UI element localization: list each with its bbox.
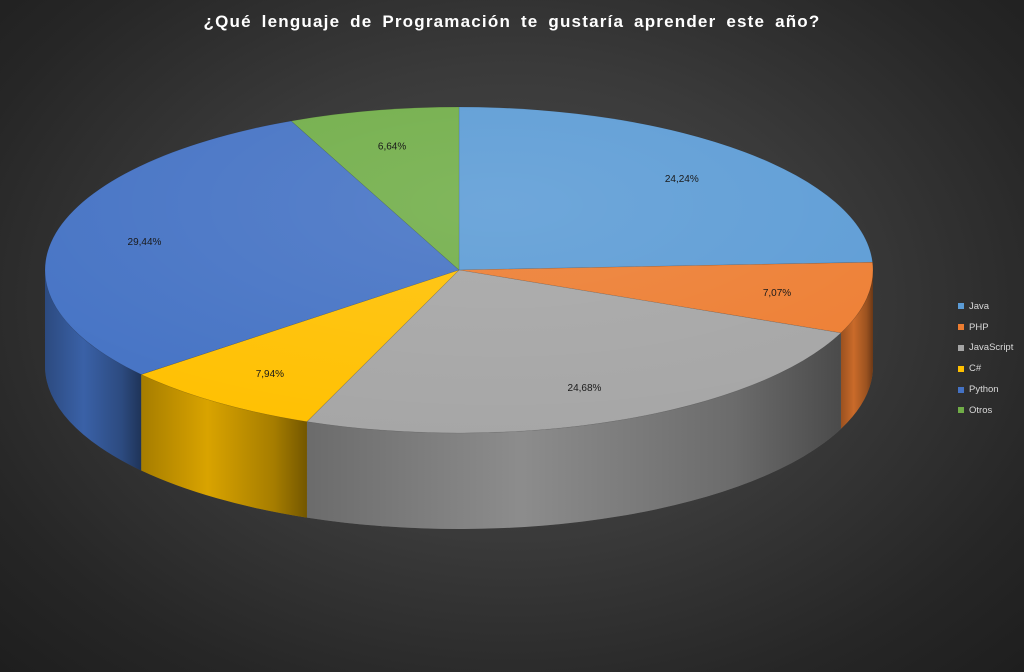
legend-swatch [958,303,964,310]
data-label-c: 7,94% [256,369,284,380]
legend-swatch [958,407,964,414]
slice-java [458,106,873,271]
legend-label: Python [969,384,999,396]
legend-label: PHP [969,321,989,333]
data-label-java: 24,24% [665,174,699,185]
legend-swatch [958,386,964,393]
legend-label: JavaScript [969,342,1014,354]
data-label-php: 7,07% [763,288,791,299]
data-label-otros: 6,64% [378,142,406,153]
legend-item-php: PHP [958,317,1013,338]
legend-label: C# [969,363,982,375]
legend-item-java: Java [958,296,1013,317]
data-label-python: 29,44% [128,237,162,248]
data-label-javascript: 24,68% [568,383,602,394]
legend-item-otros: Otros [958,400,1013,421]
legend-item-javascript: JavaScript [958,338,1013,359]
legend-label: Java [969,300,990,312]
chart-legend: Java PHP JavaScript C# Python Otros [958,296,1013,421]
legend-swatch [958,365,964,372]
legend-swatch [958,324,964,331]
legend-item-python: Python [958,379,1013,400]
legend-item-c: C# [958,358,1013,379]
legend-label: Otros [969,404,993,416]
chart-title: ¿Qué lenguaje de Programación te gustarí… [203,12,821,31]
legend-swatch [958,344,964,351]
